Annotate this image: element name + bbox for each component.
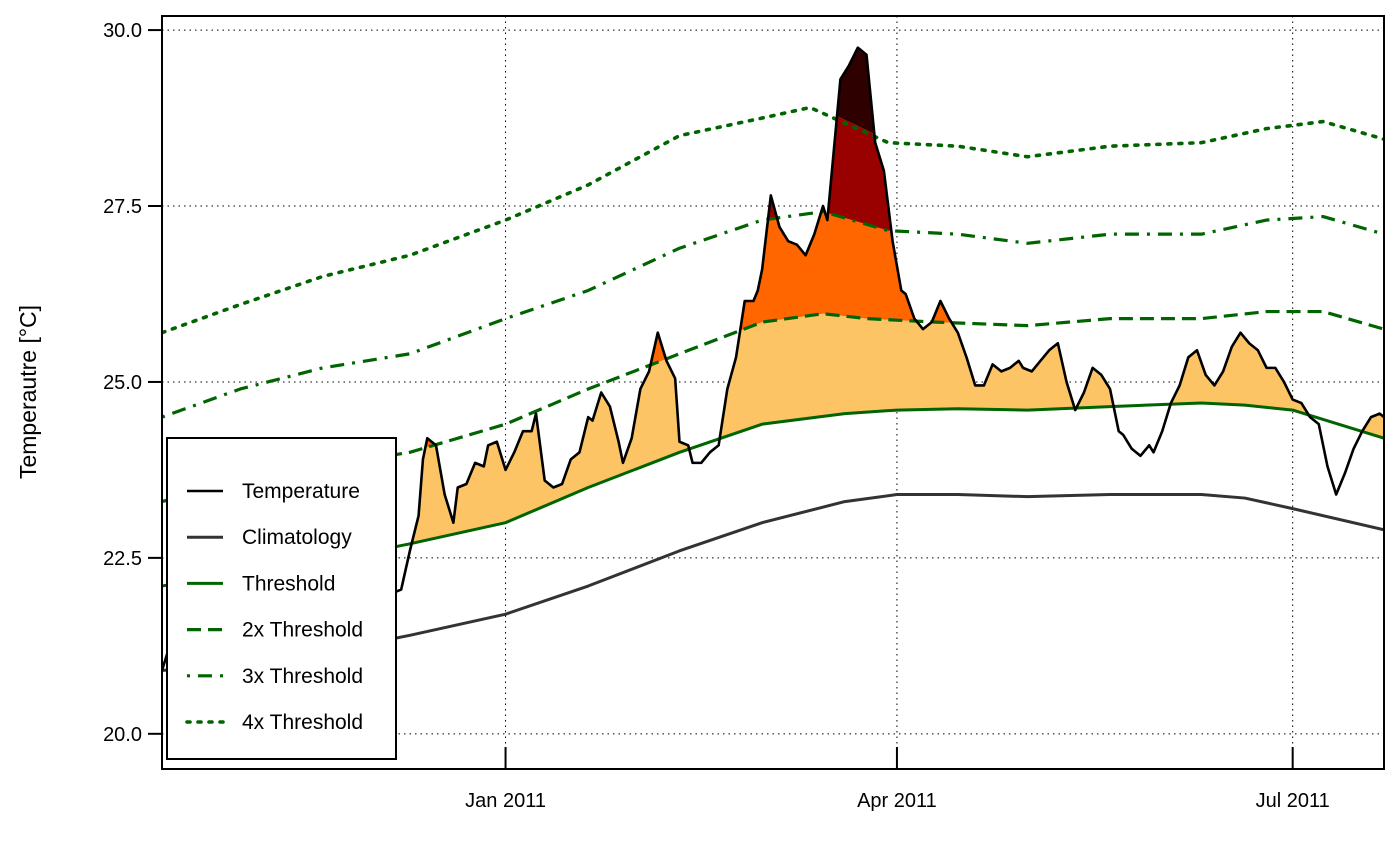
y-tick-label: 30.0	[103, 20, 142, 42]
plot-frame	[161, 15, 1385, 770]
legend-box	[166, 437, 397, 760]
y-tick-label: 27.5	[103, 196, 142, 218]
fill-severe	[768, 116, 891, 231]
fill-extreme	[837, 47, 875, 135]
y-tick-label: 25.0	[103, 372, 142, 394]
y-tick-label: 22.5	[103, 548, 142, 570]
legend-label: 4x Threshold	[242, 711, 363, 734]
x-tick-label: Apr 2011	[857, 790, 937, 812]
fill-strong	[426, 211, 952, 448]
legend-label: Threshold	[242, 572, 335, 595]
legend: Temperature Climatology Threshold 2x Thresh…	[166, 437, 397, 760]
legend-label: Climatology	[242, 526, 352, 549]
series-line-4x-threshold	[162, 105, 1384, 335]
series-line-3x-threshold	[162, 210, 1384, 419]
y-axis-title: Temperautre [°C]	[15, 305, 41, 479]
legend-label: Temperature	[242, 480, 360, 503]
legend-label: 2x Threshold	[242, 619, 363, 642]
series-line-temperature	[162, 46, 1384, 671]
y-tick-label: 20.0	[103, 724, 142, 746]
x-tick-label: Jan 2011	[465, 790, 546, 812]
x-tick-label: Jul 2011	[1256, 790, 1330, 812]
event-fills	[194, 47, 1384, 581]
axes: 20.0 22.5 25.0 27.5 30.0 Jan 2011 Apr 2011 Jul …	[103, 20, 1330, 812]
legend-label: 3x Threshold	[242, 665, 363, 688]
fill-moderate	[194, 313, 1384, 581]
